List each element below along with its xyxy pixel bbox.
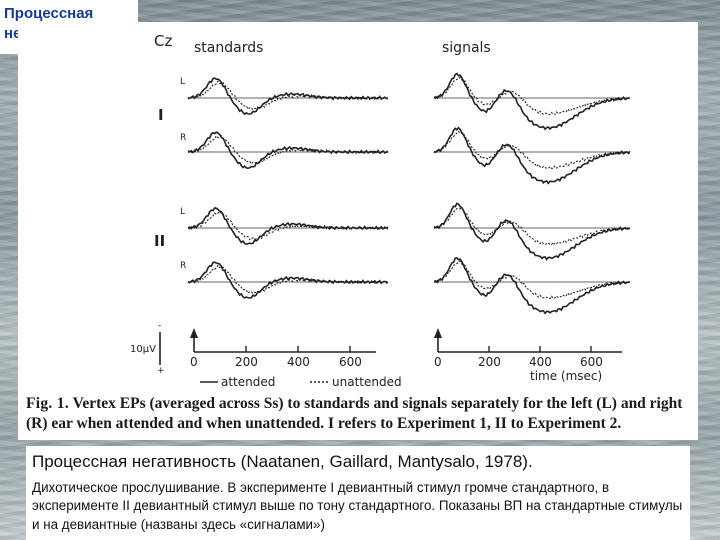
caption-text: Vertex EPs (averaged across Ss) to stand… [26, 395, 683, 432]
x-tick-standards-0: 0 [190, 355, 198, 369]
row-label-1: L [180, 77, 185, 87]
time-axis-signals: 0 200 400 600 time (msec) [434, 328, 622, 383]
x-axis-label: time (msec) [530, 369, 602, 383]
electrode-label: Cz [154, 32, 172, 50]
trace-unattended [433, 130, 631, 170]
standards-title: standards [194, 40, 263, 56]
waveform-traces [187, 72, 631, 315]
row-label-3: L [180, 207, 185, 217]
trace-unattended [187, 264, 389, 295]
signals-title: signals [442, 40, 491, 56]
trace-attended [433, 72, 630, 131]
trace-unattended [434, 260, 631, 300]
trace-attended [433, 126, 631, 185]
row-label-2: R [180, 133, 186, 143]
time-axis-standards: 0 200 400 600 [190, 328, 376, 369]
trace-attended [187, 206, 389, 246]
x-tick-signals-400: 400 [529, 355, 552, 369]
x-tick-standards-200: 200 [235, 355, 258, 369]
trace-unattended [433, 76, 631, 116]
scale-sign-minus: - [158, 321, 161, 331]
trace-attended [187, 77, 389, 116]
experiment-label-1: I [158, 106, 164, 124]
row-label-4: R [180, 261, 186, 271]
erp-figure: Cz standards signals I II L R L R - 10µV… [130, 32, 631, 389]
scale-sign-plus: + [157, 366, 165, 376]
trace-unattended [187, 134, 389, 165]
legend-unattended-label: unattended [332, 375, 402, 389]
trace-unattended [187, 80, 389, 111]
x-tick-standards-400: 400 [287, 355, 310, 369]
trace-unattended [187, 210, 389, 241]
experiment-label-2: II [154, 232, 165, 250]
figure-caption: Fig. 1. Vertex EPs (averaged across Ss) … [26, 394, 694, 434]
caption-lead: Fig. 1. [26, 395, 69, 412]
x-tick-signals-0: 0 [434, 355, 442, 369]
x-tick-standards-600: 600 [339, 355, 362, 369]
x-tick-signals-200: 200 [478, 355, 501, 369]
trace-attended [433, 257, 631, 315]
legend-attended-label: attended [221, 375, 275, 389]
description-heading: Процессная негативность (Naatanen, Gaill… [32, 452, 533, 471]
trace-attended [187, 131, 389, 170]
description-body: Дихотическое прослушивание. В эксперимен… [32, 480, 683, 532]
description-panel: Процессная негативность (Naatanen, Gaill… [26, 446, 690, 540]
trace-attended [433, 202, 631, 261]
scale-label: 10µV [130, 344, 156, 355]
trace-attended [187, 261, 389, 299]
figure-panel: Cz standards signals I II L R L R - 10µV… [18, 22, 698, 440]
x-tick-signals-600: 600 [580, 355, 603, 369]
trace-unattended [433, 206, 631, 246]
